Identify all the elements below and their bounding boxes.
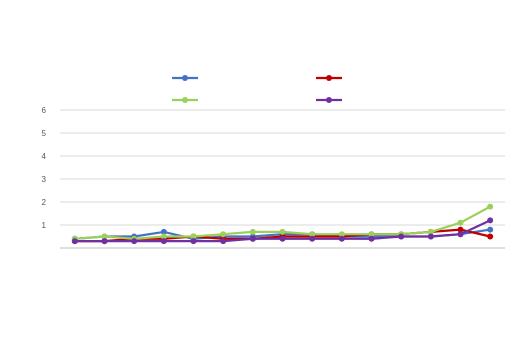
data-point <box>457 219 464 226</box>
y-tick-labels: 1 2 3 4 5 6 <box>42 106 47 230</box>
data-point <box>160 238 167 245</box>
data-point <box>279 235 286 242</box>
data-point <box>101 238 108 245</box>
data-point <box>309 231 316 238</box>
series-group <box>71 203 494 245</box>
data-point <box>487 226 494 233</box>
legend-swatch-marker <box>326 97 332 103</box>
legend-swatch-marker <box>182 75 188 81</box>
data-point <box>368 231 375 238</box>
y-tick-label: 5 <box>42 129 47 138</box>
data-point <box>309 235 316 242</box>
y-tick-label: 3 <box>42 175 47 184</box>
data-point <box>220 231 227 238</box>
data-point <box>190 233 197 240</box>
data-point <box>487 203 494 210</box>
data-point <box>457 231 464 238</box>
data-point <box>131 238 138 245</box>
data-point <box>487 233 494 240</box>
legend-swatch-marker <box>182 97 188 103</box>
data-point <box>427 228 434 235</box>
data-point <box>398 233 405 240</box>
legend-item-0 <box>172 75 198 81</box>
data-point <box>368 235 375 242</box>
data-point <box>190 238 197 245</box>
data-point <box>338 231 345 238</box>
data-point <box>487 217 494 224</box>
legend-swatch-marker <box>326 75 332 81</box>
y-tick-label: 1 <box>42 221 47 230</box>
data-point <box>160 228 167 235</box>
data-point <box>160 233 167 240</box>
legend-item-2 <box>172 97 198 103</box>
y-tick-label: 4 <box>42 152 47 161</box>
legend-item-3 <box>316 97 342 103</box>
data-point <box>101 233 108 240</box>
data-point <box>71 238 78 245</box>
gridlines <box>60 109 505 249</box>
y-tick-label: 2 <box>42 198 47 207</box>
y-tick-label: 6 <box>42 106 47 115</box>
data-point <box>338 235 345 242</box>
data-point <box>457 226 464 233</box>
data-point <box>427 233 434 240</box>
data-point <box>220 238 227 245</box>
legend <box>172 75 342 103</box>
data-point <box>249 235 256 242</box>
data-point <box>279 228 286 235</box>
legend-item-1 <box>316 75 342 81</box>
data-point <box>249 228 256 235</box>
